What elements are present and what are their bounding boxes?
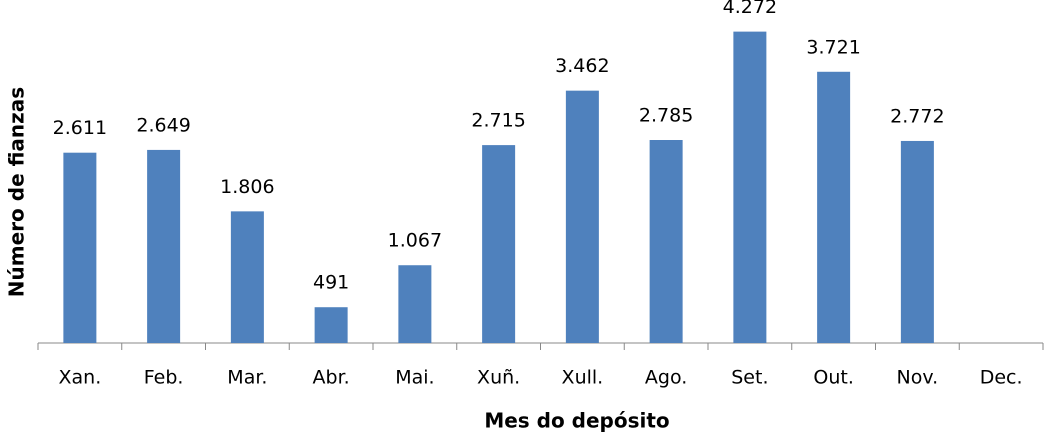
value-label: 2.785	[639, 105, 693, 127]
x-tick-label: Mar.	[227, 367, 267, 389]
x-tick-label: Xull.	[562, 367, 604, 389]
x-tick-label: Dec.	[980, 367, 1023, 389]
x-tick-label: Out.	[813, 367, 854, 389]
value-label: 3.721	[806, 36, 860, 58]
x-tick-label: Set.	[731, 367, 768, 389]
bar	[817, 71, 851, 343]
x-tick-label: Xuñ.	[477, 367, 520, 389]
value-label: 4.272	[723, 0, 777, 18]
value-label: 2.649	[136, 114, 190, 136]
value-label: 2.611	[53, 117, 107, 139]
bar	[63, 152, 97, 343]
x-tick-label: Xan.	[59, 367, 102, 389]
bar	[398, 265, 432, 343]
x-tick-label: Feb.	[144, 367, 184, 389]
x-tick-label: Abr.	[313, 367, 350, 389]
bar	[147, 149, 181, 343]
value-label: 3.462	[555, 55, 609, 77]
bar	[565, 90, 599, 344]
bar	[649, 140, 683, 343]
value-label: 2.715	[471, 110, 525, 132]
value-label: 1.806	[220, 176, 274, 198]
value-label: 491	[313, 272, 349, 294]
bar	[900, 140, 934, 343]
x-axis-title: Mes do depósito	[484, 409, 669, 433]
bar	[314, 307, 348, 343]
value-label: 2.772	[890, 105, 944, 127]
bar	[733, 31, 767, 344]
value-label: 1.067	[388, 230, 442, 252]
x-tick-label: Ago.	[645, 367, 687, 389]
x-tick-label: Nov.	[897, 367, 939, 389]
y-axis-title: Número de fianzas	[5, 87, 29, 297]
x-tick-label: Mai.	[395, 367, 434, 389]
bar	[482, 145, 516, 343]
bar	[230, 211, 264, 343]
